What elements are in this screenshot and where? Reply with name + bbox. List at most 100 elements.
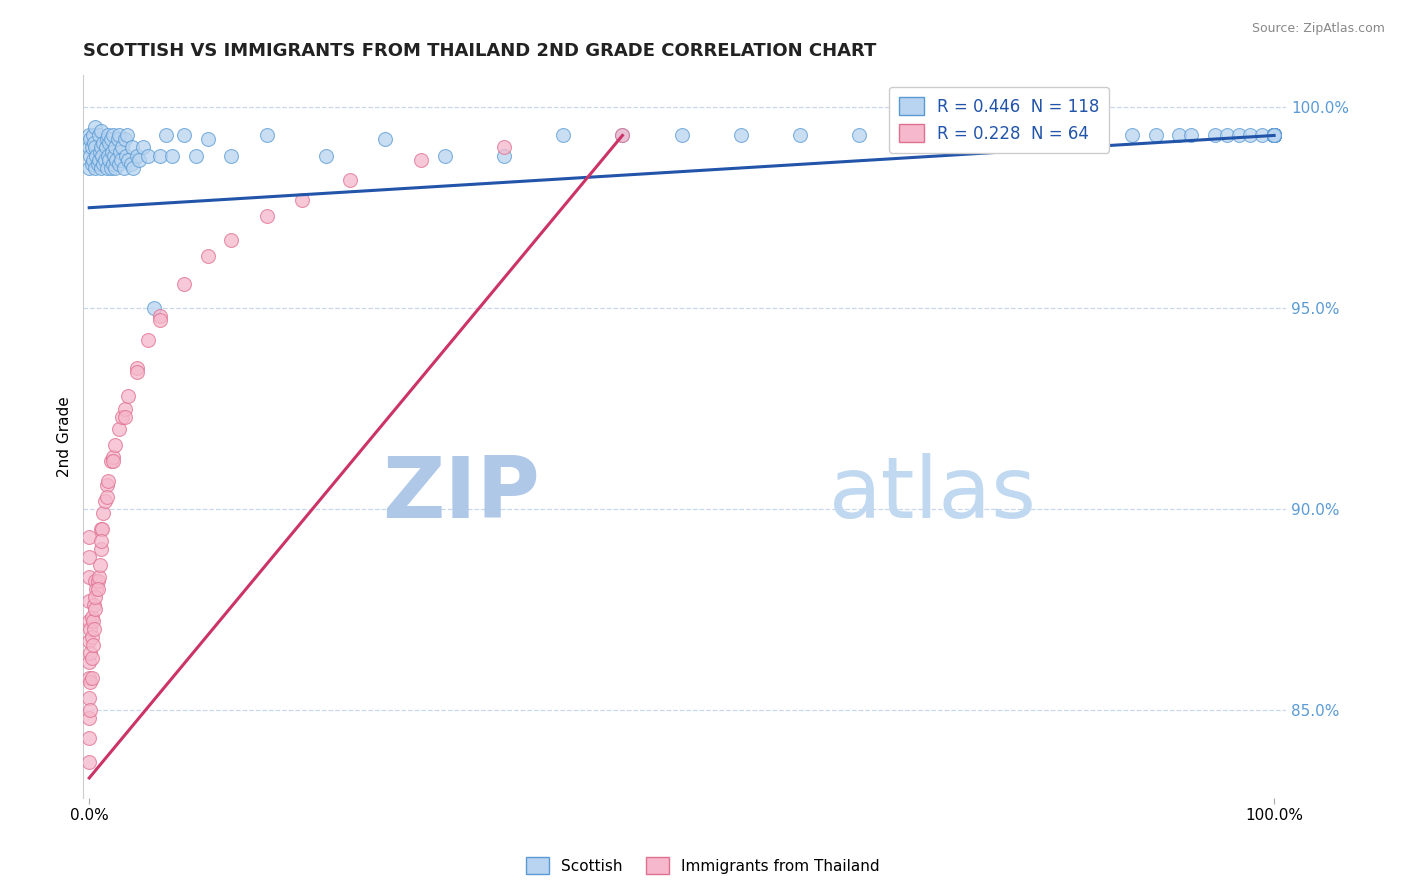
Point (104, 161, 127, 175)
Point (86, 582, 108, 597)
Point (84, 591, 107, 605)
Point (374, 132, 396, 146)
Point (122, 161, 145, 175)
Point (173, 128, 195, 143)
Point (128, 153, 150, 167)
Point (86, 582, 108, 597)
Point (256, 209, 278, 223)
Legend: R = 0.446  N = 118, R = 0.228  N = 64: R = 0.446 N = 118, R = 0.228 N = 64 (889, 87, 1109, 153)
Point (120, 156, 142, 170)
Point (409, 153, 432, 167)
Point (103, 148, 125, 162)
Point (80, 610, 103, 624)
Point (197, 132, 219, 146)
Point (1263, 128, 1285, 143)
Point (77, 690, 100, 705)
Point (79, 674, 101, 689)
Point (90, 124, 112, 138)
Point (115, 128, 138, 143)
Point (1263, 128, 1285, 143)
Point (789, 128, 811, 143)
Point (98, 136, 121, 151)
Point (1263, 128, 1285, 143)
Point (117, 389, 139, 403)
Point (77, 140, 100, 154)
Point (1263, 128, 1285, 143)
Point (1263, 128, 1285, 143)
Point (114, 132, 136, 146)
Point (79, 132, 101, 146)
Point (339, 172, 361, 186)
Point (90, 542, 112, 557)
Point (433, 148, 456, 162)
Point (77, 634, 100, 648)
Point (221, 148, 243, 162)
Point (84, 120, 107, 135)
Point (197, 249, 219, 263)
Point (83, 136, 105, 151)
Point (110, 153, 132, 167)
Point (155, 128, 177, 143)
Point (907, 128, 929, 143)
Point (1263, 128, 1285, 143)
Point (84, 574, 107, 589)
Point (1144, 128, 1167, 143)
Point (90, 522, 112, 536)
Point (77, 655, 100, 669)
Point (100, 454, 122, 468)
Point (1263, 128, 1285, 143)
Point (184, 148, 207, 162)
Point (96, 490, 118, 504)
Point (1168, 128, 1191, 143)
Point (91, 148, 114, 162)
Point (1215, 128, 1237, 143)
Point (80, 156, 103, 170)
Point (96, 478, 118, 492)
Point (1239, 128, 1261, 143)
Point (221, 233, 243, 247)
Point (101, 450, 124, 464)
Point (96, 132, 118, 146)
Point (82, 639, 104, 653)
Point (117, 153, 139, 167)
Point (114, 401, 136, 416)
Point (111, 409, 134, 424)
Point (1263, 128, 1285, 143)
Point (1251, 128, 1274, 143)
Point (77, 711, 100, 725)
Point (114, 409, 136, 424)
Point (77, 731, 100, 745)
Point (1263, 128, 1285, 143)
Point (86, 574, 108, 589)
Point (1026, 128, 1049, 143)
Point (149, 309, 172, 323)
Point (125, 365, 148, 379)
Point (82, 615, 104, 629)
Point (1263, 128, 1285, 143)
Text: atlas: atlas (830, 453, 1038, 536)
Point (101, 156, 124, 170)
Point (1263, 128, 1285, 143)
Point (1121, 128, 1143, 143)
Point (93, 506, 115, 520)
Point (82, 128, 104, 143)
Point (1085, 128, 1108, 143)
Point (97, 474, 120, 488)
Point (1263, 128, 1285, 143)
Point (86, 148, 108, 162)
Point (315, 148, 337, 162)
Point (90, 140, 112, 154)
Point (125, 148, 148, 162)
Point (1263, 128, 1285, 143)
Point (1263, 128, 1285, 143)
Point (80, 650, 103, 665)
Point (1263, 128, 1285, 143)
Point (80, 631, 103, 645)
Point (256, 128, 278, 143)
Point (79, 703, 101, 717)
Point (1263, 128, 1285, 143)
Point (121, 140, 143, 154)
Point (93, 153, 115, 167)
Point (79, 647, 101, 661)
Point (1263, 128, 1285, 143)
